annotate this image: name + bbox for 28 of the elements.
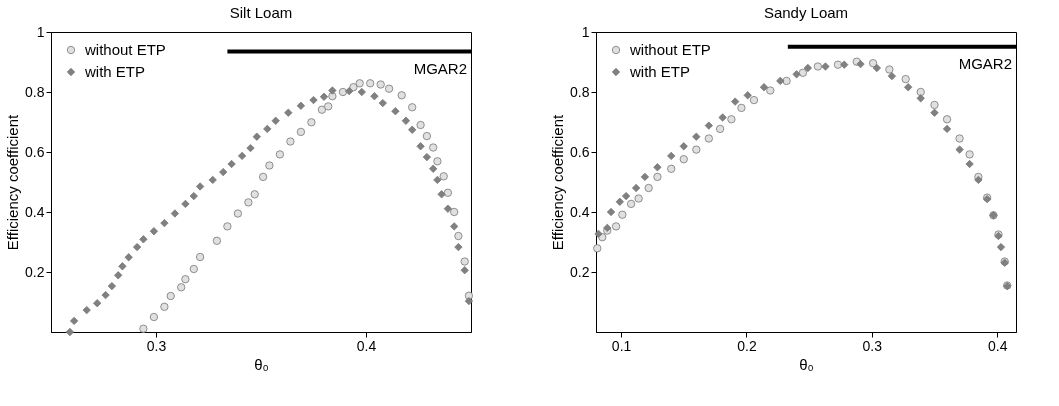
y-tick-label: 1: [36, 23, 45, 40]
series-label: MGAR2: [958, 54, 1012, 72]
y-tick-label: 0.2: [25, 263, 45, 280]
y-axis-title: Efficiency coefficient: [549, 114, 567, 251]
y-tick-label: 0.6: [25, 143, 45, 160]
legend-label: without ETP: [629, 41, 711, 58]
y-tick-label: 0.2: [570, 263, 590, 280]
x-axis-title: θ₀: [799, 355, 814, 373]
y-tick-label: 0.4: [25, 203, 45, 220]
legend-label: with ETP: [629, 63, 691, 80]
x-tick-label: 0.3: [146, 337, 167, 354]
x-tick-label: 0.1: [611, 337, 632, 354]
x-axis-title: θ₀: [254, 355, 269, 373]
legend-label: without ETP: [84, 41, 166, 58]
chart-title: Sandy Loam: [763, 4, 849, 21]
y-tick-label: 1: [581, 23, 590, 40]
y-axis-title: Efficiency coefficient: [4, 114, 22, 251]
chart-title: Silt Loam: [229, 4, 293, 21]
x-tick-label: 0.2: [737, 337, 757, 354]
y-tick-label: 0.4: [570, 203, 590, 220]
series-label: MGAR2: [413, 59, 467, 77]
x-tick-label: 0.3: [862, 337, 883, 354]
legend-label: with ETP: [84, 63, 146, 80]
x-tick-label: 0.4: [987, 337, 1008, 354]
y-tick-label: 0.6: [570, 143, 590, 160]
y-tick-label: 0.8: [570, 83, 590, 100]
x-tick-label: 0.4: [356, 337, 377, 354]
y-tick-label: 0.8: [25, 83, 45, 100]
